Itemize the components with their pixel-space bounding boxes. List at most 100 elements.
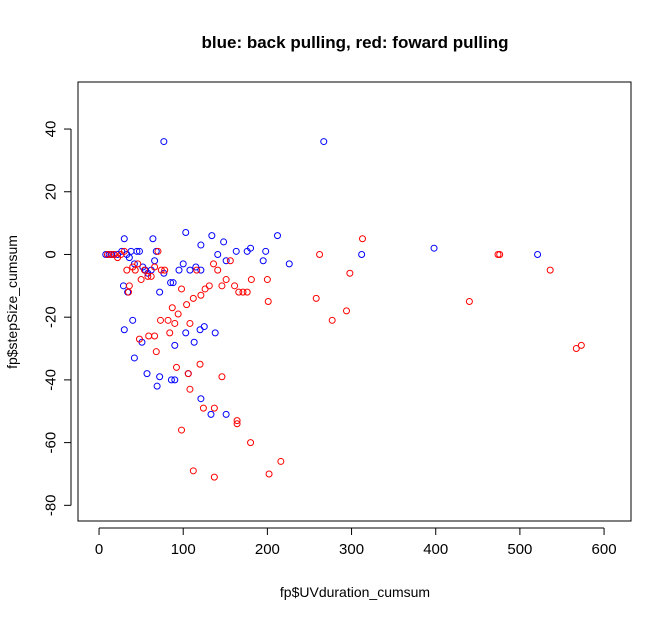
red-point xyxy=(125,288,133,296)
red-point xyxy=(174,310,182,318)
chart-title: blue: back pulling, red: foward pulling xyxy=(202,33,509,52)
red-point xyxy=(152,348,160,356)
red-point xyxy=(243,288,251,296)
x-tick-label: 400 xyxy=(423,541,448,558)
y-tick-label: -60 xyxy=(43,432,60,454)
red-point xyxy=(233,417,241,425)
red-point xyxy=(343,307,351,315)
red-point xyxy=(197,291,205,299)
red-point xyxy=(546,266,554,274)
y-tick-label: -20 xyxy=(43,306,60,328)
blue-point xyxy=(222,410,230,418)
red-point xyxy=(222,276,230,284)
blue-point xyxy=(192,263,200,271)
red-point xyxy=(125,282,133,290)
blue-point xyxy=(160,138,168,146)
red-point xyxy=(147,272,155,280)
blue-point xyxy=(156,373,164,381)
blue-point xyxy=(129,316,137,324)
y-tick-label: 40 xyxy=(43,121,60,138)
blue-point xyxy=(120,235,128,243)
blue-point xyxy=(125,254,133,262)
blue-point xyxy=(118,247,126,255)
red-point xyxy=(189,467,197,475)
y-tick-label: -40 xyxy=(43,369,60,391)
blue-point xyxy=(149,235,157,243)
red-point xyxy=(171,319,179,327)
red-point xyxy=(210,260,218,268)
x-tick-label: 0 xyxy=(95,541,103,558)
blue-point xyxy=(200,323,208,331)
red-point xyxy=(172,363,180,371)
red-point xyxy=(168,304,176,312)
red-point xyxy=(263,276,271,284)
red-point xyxy=(140,266,148,274)
red-point xyxy=(135,335,143,343)
red-point xyxy=(572,345,580,353)
blue-point xyxy=(259,257,267,265)
blue-point xyxy=(167,279,175,287)
red-point xyxy=(316,250,324,258)
red-point xyxy=(131,266,139,274)
red-point xyxy=(210,473,218,481)
red-point xyxy=(233,420,241,428)
red-point xyxy=(465,298,473,305)
blue-point xyxy=(171,341,179,349)
blue-point xyxy=(182,329,190,337)
blue-point xyxy=(220,238,228,246)
red-point xyxy=(358,235,366,243)
x-tick-label: 100 xyxy=(171,541,196,558)
x-axis: 0 100 200 300 400 500 600 xyxy=(95,527,617,558)
red-point xyxy=(123,266,131,274)
red-point xyxy=(161,266,169,274)
red-point xyxy=(186,385,194,393)
plot-border xyxy=(77,81,632,522)
blue-point xyxy=(197,241,205,249)
blue-point xyxy=(167,376,175,384)
red-point xyxy=(199,404,207,412)
red-point xyxy=(164,316,172,324)
red-point xyxy=(151,332,159,340)
red-point xyxy=(231,282,239,290)
blue-point xyxy=(197,266,205,274)
x-tick-label: 200 xyxy=(255,541,280,558)
blue-point xyxy=(169,279,177,287)
red-point xyxy=(196,360,204,368)
red-point xyxy=(205,282,213,290)
blue-point xyxy=(119,282,127,290)
red-point xyxy=(144,272,152,280)
blue-point xyxy=(151,257,159,265)
blue-point xyxy=(247,244,255,252)
red-point xyxy=(183,301,191,309)
red-point xyxy=(157,266,165,274)
red-point xyxy=(120,247,128,255)
x-tick-label: 300 xyxy=(339,541,364,558)
blue-point xyxy=(120,326,128,334)
y-tick-label: 20 xyxy=(43,183,60,200)
red-point xyxy=(210,404,218,412)
red-point xyxy=(156,316,164,324)
red-point xyxy=(346,269,354,277)
red-point xyxy=(201,285,209,293)
red-point xyxy=(264,298,272,305)
red-point xyxy=(265,470,273,478)
red-point xyxy=(247,276,255,284)
x-tick-label: 500 xyxy=(507,541,532,558)
red-point xyxy=(577,341,585,349)
red-point xyxy=(154,247,162,255)
red-point xyxy=(218,373,226,381)
blue-point xyxy=(262,247,270,255)
blue-point xyxy=(222,257,230,265)
red-point xyxy=(214,266,222,274)
red-point xyxy=(178,426,186,434)
blue-point xyxy=(214,250,222,258)
blue-point xyxy=(430,244,438,252)
blue-point xyxy=(207,410,215,418)
red-point xyxy=(186,319,194,327)
red-point xyxy=(184,370,192,378)
y-tick-label: 0 xyxy=(43,250,60,258)
blue-point xyxy=(133,247,141,255)
blue-point xyxy=(320,138,328,146)
blue-point xyxy=(196,326,204,334)
y-tick-label: -80 xyxy=(43,494,60,516)
